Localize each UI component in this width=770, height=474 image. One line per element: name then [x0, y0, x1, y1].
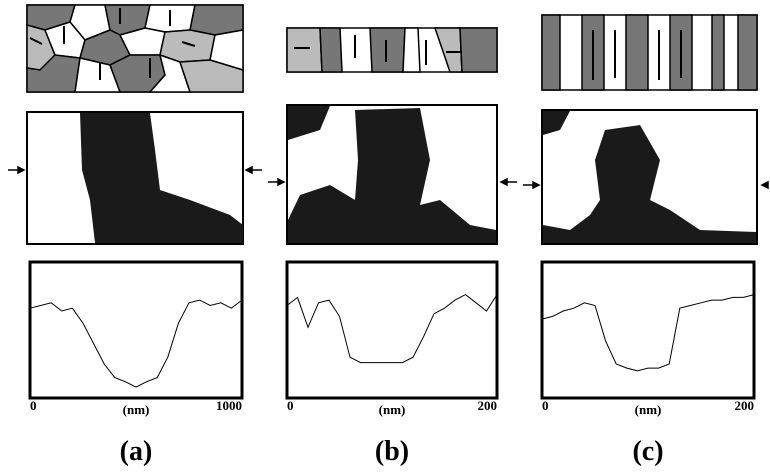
x-tick-label: 0: [542, 398, 549, 413]
profile-line: [29, 299, 243, 388]
x-tick-label: 0: [30, 398, 37, 413]
x-tick-label: 200: [735, 398, 755, 413]
profile-line: [541, 294, 755, 372]
x-tick-label: 0: [287, 398, 294, 413]
afm-image-b: [286, 104, 498, 245]
afm-image-c: [541, 109, 758, 245]
x-axis-label: (nm): [379, 402, 406, 417]
afm-image-a: [26, 111, 244, 245]
x-tick-label: 1000: [216, 398, 242, 413]
arrow-markers: [8, 165, 769, 190]
panel-label: (b): [375, 436, 409, 467]
x-axis-label: (nm): [635, 402, 662, 417]
x-tick-label: 200: [478, 398, 498, 413]
plot-frame: [28, 260, 244, 400]
x-axis-label: (nm): [123, 402, 150, 417]
panel-label: (a): [120, 436, 153, 467]
profile-line: [286, 294, 498, 364]
schematic-a: [26, 4, 244, 93]
plot-frame: [285, 260, 499, 400]
plot-frame: [540, 260, 756, 400]
schematic-c: [541, 14, 758, 91]
panel-label: (c): [632, 436, 663, 467]
schematic-b: [286, 27, 498, 73]
